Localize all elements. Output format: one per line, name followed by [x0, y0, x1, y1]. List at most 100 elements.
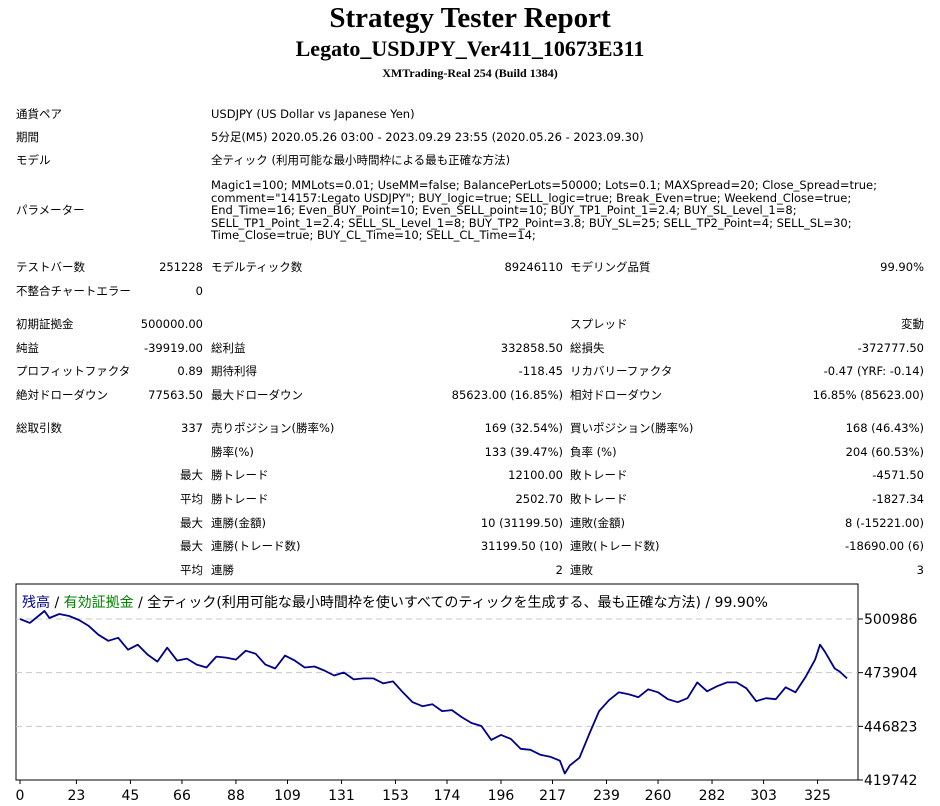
balance-series-line	[19, 610, 848, 775]
cons-loss-cnt-value: -18690.00 (6)	[845, 539, 924, 553]
quality-label: モデリング品質	[570, 260, 651, 274]
avg-win-value: 2502.70	[515, 492, 563, 506]
bars-value: 251228	[159, 260, 203, 274]
symbol-value: USDJPY (US Dollar vs Japanese Yen)	[211, 107, 415, 121]
largest-prefix: 最大	[180, 468, 203, 482]
trades-value: 337	[181, 421, 203, 435]
ticks-label: モデルティック数	[211, 260, 303, 274]
x-tick-label: 131	[328, 788, 355, 804]
spread-value: 変動	[901, 317, 924, 331]
cons-loss-amt-value: 8 (-15221.00)	[845, 516, 924, 530]
avg-cons-win-value: 2	[555, 563, 563, 577]
largest-loss-value: -4571.50	[872, 468, 924, 482]
report-subtitle: Legato_USDJPY_Ver411_10673E311	[295, 36, 645, 61]
cons-loss-cnt-label: 連敗(トレード数)	[570, 539, 660, 553]
max-cons-amt-prefix: 最大	[180, 516, 203, 530]
max-dd-label: 最大ドローダウン	[211, 388, 303, 402]
balance-chart: 500986 473904 446823 419742 0 23 45 66 88 109 131…	[15, 583, 918, 804]
x-tick-label: 0	[16, 788, 25, 804]
avg-loss-label: 敗トレード	[570, 492, 628, 506]
long-label: 買いポジション(勝率%)	[570, 421, 694, 435]
avg-cons-win-label: 連勝	[211, 563, 234, 577]
largest-win-label: 勝トレード	[211, 468, 269, 482]
cons-win-amt-value: 10 (31199.50)	[480, 516, 563, 530]
average-prefix: 平均	[180, 492, 203, 506]
period-value: 5分足(M5) 2020.05.26 03:00 - 2023.09.29 23…	[211, 130, 644, 144]
x-tick-label: 303	[750, 788, 777, 804]
legend-description: / 全ティック(利用可能な最小時間枠を使いすべてのティックを生成する、最も正確な…	[134, 594, 768, 611]
rel-dd-value: 16.85% (85623.00)	[812, 388, 924, 402]
winrate-label: 勝率(%)	[211, 445, 254, 459]
server-info: XMTrading-Real 254 (Build 1384)	[382, 66, 558, 80]
payoff-label: 期待利得	[211, 364, 257, 378]
gross-profit-value: 332858.50	[500, 341, 563, 355]
lossrate-label: 負率 (%)	[570, 445, 617, 459]
legend-equity: 有効証拠金	[64, 595, 134, 611]
symbol-label: 通貨ペア	[16, 107, 62, 121]
x-tick-label: 282	[699, 788, 726, 804]
avg-cons-prefix: 平均	[180, 563, 203, 577]
x-tick-label: 196	[488, 788, 515, 804]
max-dd-value: 85623.00 (16.85%)	[451, 388, 563, 402]
y-tick-label: 419742	[864, 773, 917, 789]
abs-dd-value: 77563.50	[148, 388, 203, 402]
largest-loss-label: 敗トレード	[570, 468, 628, 482]
winrate-value: 133 (39.47%)	[484, 445, 563, 459]
bars-label: テストバー数	[16, 260, 85, 274]
avg-loss-value: -1827.34	[872, 492, 924, 506]
y-axis: 500986 473904 446823 419742	[858, 612, 918, 789]
avg-cons-loss-label: 連敗	[570, 563, 593, 577]
legend-separator: /	[50, 595, 64, 611]
short-label: 売りポジション(勝率%)	[211, 421, 335, 435]
x-tick-label: 66	[173, 788, 191, 804]
cons-win-cnt-value: 31199.50 (10)	[480, 539, 563, 553]
pf-value: 0.89	[177, 364, 203, 378]
x-tick-label: 260	[645, 788, 672, 804]
cons-win-amt-label: 連勝(金額)	[211, 516, 266, 530]
net-label: 純益	[16, 341, 39, 355]
payoff-value: -118.45	[518, 364, 563, 378]
recovery-label: リカバリーファクタ	[570, 364, 673, 378]
largest-win-value: 12100.00	[508, 468, 563, 482]
trades-label: 総取引数	[16, 421, 62, 435]
model-label: モデル	[16, 153, 51, 167]
x-tick-label: 217	[539, 788, 566, 804]
period-label: 期間	[16, 130, 39, 144]
params-value: Magic1=100; MMLots=0.01; UseMM=false; Ba…	[211, 178, 877, 242]
x-tick-label: 174	[434, 788, 461, 804]
net-value: -39919.00	[143, 341, 203, 355]
deposit-label: 初期証拠金	[16, 317, 74, 331]
x-tick-label: 23	[68, 788, 86, 804]
recovery-value: -0.47 (YRF: -0.14)	[823, 364, 924, 378]
gross-profit-label: 総利益	[211, 341, 246, 355]
gross-loss-label: 総損失	[570, 341, 605, 355]
report-title: Strategy Tester Report	[329, 2, 611, 34]
x-tick-label: 88	[227, 788, 245, 804]
long-value: 168 (46.43%)	[845, 421, 924, 435]
avg-cons-loss-value: 3	[916, 563, 924, 577]
lossrate-value: 204 (60.53%)	[845, 445, 924, 459]
y-tick-label: 473904	[864, 666, 918, 682]
legend-balance: 残高	[22, 594, 50, 611]
chart-grid	[16, 618, 858, 727]
rel-dd-label: 相対ドローダウン	[570, 388, 662, 402]
cons-loss-amt-label: 連敗(金額)	[570, 516, 625, 530]
x-tick-label: 45	[122, 788, 140, 804]
mismatch-label: 不整合チャートエラー	[16, 284, 131, 298]
y-tick-label: 446823	[864, 719, 917, 735]
x-axis: 0 23 45 66 88 109 131 153 174 196 217 239 260 282 303 3…	[16, 780, 831, 804]
model-value: 全ティック (利用可能な最小時間枠による最も正確な方法)	[211, 153, 511, 167]
x-tick-label: 239	[593, 788, 620, 804]
gross-loss-value: -372777.50	[857, 341, 924, 355]
spread-label: スプレッド	[570, 317, 628, 331]
chart-frame	[15, 583, 859, 781]
x-tick-label: 109	[274, 788, 301, 804]
mismatch-value: 0	[195, 284, 203, 298]
quality-value: 99.90%	[880, 260, 924, 274]
y-tick-label: 500986	[864, 612, 918, 628]
pf-label: プロフィットファクタ	[16, 364, 131, 378]
chart-legend: 残高 / 有効証拠金 / 全ティック(利用可能な最小時間枠を使いすべてのティック…	[22, 594, 768, 611]
avg-win-label: 勝トレード	[211, 492, 269, 506]
params-label: パラメーター	[16, 203, 85, 217]
short-value: 169 (32.54%)	[484, 421, 563, 435]
